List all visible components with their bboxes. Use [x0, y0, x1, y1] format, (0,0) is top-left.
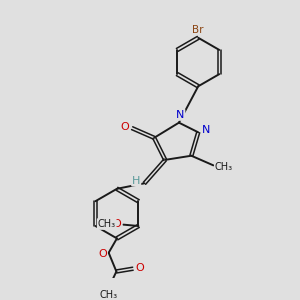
- Text: CH₃: CH₃: [98, 219, 116, 229]
- Text: Br: Br: [193, 25, 204, 34]
- Text: N: N: [202, 125, 211, 135]
- Text: H: H: [132, 176, 140, 185]
- Text: CH₃: CH₃: [215, 162, 233, 172]
- Text: O: O: [121, 122, 130, 132]
- Text: O: O: [113, 219, 122, 229]
- Text: CH₃: CH₃: [99, 290, 117, 300]
- Text: N: N: [176, 110, 184, 120]
- Text: O: O: [135, 263, 144, 273]
- Text: O: O: [98, 249, 107, 259]
